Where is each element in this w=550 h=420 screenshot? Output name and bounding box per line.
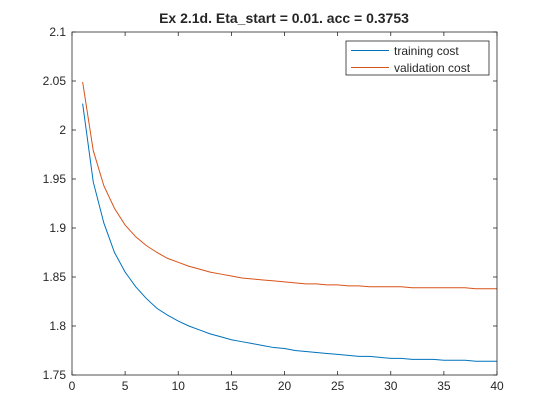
y-tick-label: 1.85 [43, 270, 67, 284]
x-tick-label: 35 [437, 379, 451, 393]
legend: training cost validation cost [345, 40, 490, 76]
legend-label-validation-cost: validation cost [394, 61, 471, 75]
x-tick-label: 20 [278, 379, 292, 393]
x-tick-label: 30 [384, 379, 398, 393]
y-tick-label: 1.75 [43, 368, 67, 382]
x-tick-label: 40 [490, 379, 504, 393]
chart-title: Ex 2.1d. Eta_start = 0.01. acc = 0.3753 [159, 10, 409, 26]
y-tick-label: 1.95 [43, 172, 67, 186]
y-tick-label: 1.8 [49, 319, 66, 333]
x-tick-label: 0 [69, 379, 76, 393]
y-tick-label: 2.05 [43, 74, 67, 88]
tick-layer: 0 5 10 15 20 25 30 35 40 1.75 1.8 1.85 1.9 1.95 2 2.05 2… [43, 25, 504, 393]
y-tick-label: 1.9 [49, 221, 66, 235]
x-tick-label: 5 [122, 379, 129, 393]
legend-box [345, 40, 490, 76]
x-tick-label: 25 [331, 379, 345, 393]
plot-area [72, 32, 497, 375]
axes-box [71, 31, 498, 376]
legend-label-training-cost: training cost [394, 44, 459, 58]
series-line-training-cost [82, 103, 497, 362]
x-tick-label: 10 [172, 379, 186, 393]
y-tick-label: 2 [59, 123, 66, 137]
series-layer [82, 81, 497, 362]
y-tick-label: 2.1 [49, 25, 66, 39]
x-tick-label: 15 [225, 379, 239, 393]
series-line-validation-cost [82, 81, 497, 290]
